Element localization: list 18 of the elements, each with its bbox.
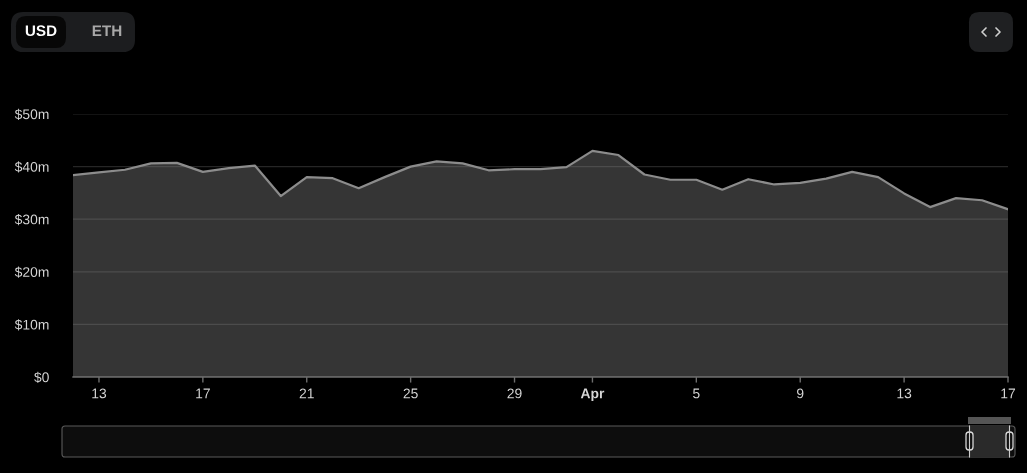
y-tick-label: $20m <box>14 266 49 278</box>
x-tick-label: 29 <box>507 388 522 399</box>
x-tick-label: 5 <box>693 388 700 399</box>
x-tick-label: 25 <box>403 388 418 399</box>
y-tick-label: $40m <box>14 161 49 173</box>
x-tick-label: 9 <box>797 388 804 399</box>
y-tick-label: $0 <box>34 371 49 383</box>
x-tick-label: Apr <box>580 388 605 402</box>
x-tick-label: 13 <box>92 388 107 399</box>
x-tick-label: 13 <box>897 388 912 399</box>
x-tick-label: 21 <box>299 388 314 399</box>
y-tick-label: $30m <box>14 213 49 226</box>
text: ETH <box>92 25 122 36</box>
x-tick-label: 17 <box>1001 388 1016 399</box>
x-tick-label: 17 <box>196 388 210 399</box>
y-tick-label: $50m <box>14 108 49 120</box>
y-tick-label: $10m <box>14 319 49 331</box>
text: USD <box>25 25 57 37</box>
